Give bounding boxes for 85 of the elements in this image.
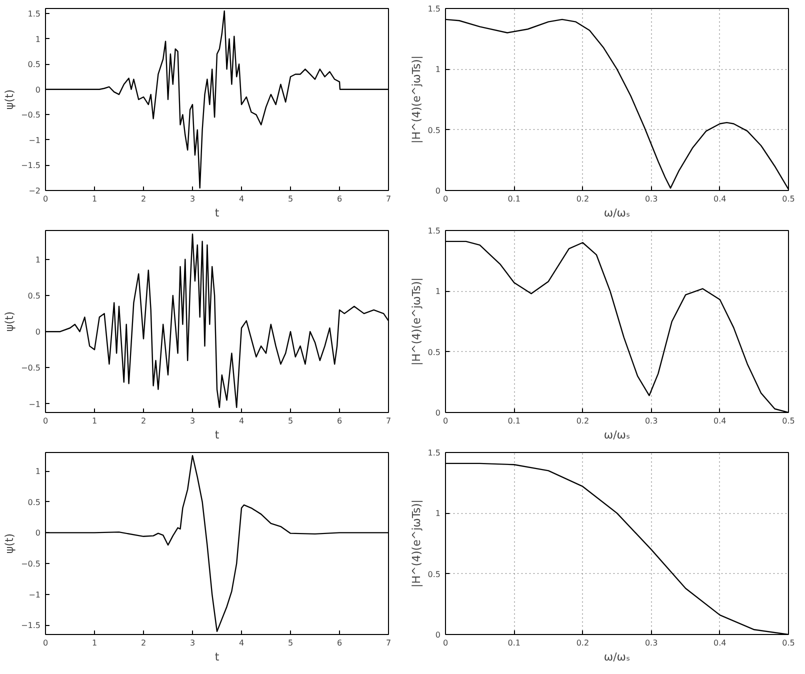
y-tick-label: 0 bbox=[35, 85, 41, 94]
y-tick-label: 1 bbox=[35, 467, 41, 476]
x-axis-title: t bbox=[214, 428, 220, 442]
x-tick-label: 0.5 bbox=[782, 194, 795, 204]
x-tick-label: 5 bbox=[288, 194, 294, 204]
y-tick-label: −1 bbox=[28, 590, 41, 600]
x-tick-label: 0.1 bbox=[508, 416, 520, 426]
x-tick-label: 0.3 bbox=[644, 416, 658, 426]
x-tick-label: 5 bbox=[288, 638, 294, 648]
x-tick-label: 4 bbox=[238, 638, 244, 648]
y-tick-label: 1 bbox=[35, 34, 41, 44]
x-axis-title: t bbox=[214, 650, 220, 664]
y-tick-label: −1 bbox=[28, 400, 41, 409]
y-tick-label: −1.5 bbox=[21, 621, 41, 630]
y-tick-label: −2 bbox=[28, 186, 41, 196]
x-tick-label: 0 bbox=[42, 638, 48, 648]
x-tick-label: 0 bbox=[42, 416, 48, 426]
y-tick-label: 0.5 bbox=[28, 60, 41, 70]
y-tick-label: 1.5 bbox=[28, 10, 41, 19]
x-tick-label: 6 bbox=[336, 638, 342, 648]
x-tick-label: 1 bbox=[92, 416, 98, 426]
y-tick-label: 1.5 bbox=[428, 4, 441, 14]
y-axis-title: |H^(4)(e^jωTs)| bbox=[410, 278, 423, 366]
x-tick-label: 2 bbox=[140, 638, 146, 648]
x-tick-label: 0 bbox=[42, 194, 48, 204]
y-tick-label: 0 bbox=[435, 630, 441, 640]
y-tick-label: 0.5 bbox=[28, 498, 41, 507]
y-tick-label: 0.5 bbox=[428, 126, 441, 135]
x-axis-title: ω/ωₛ bbox=[604, 206, 630, 220]
x-tick-label: 0.2 bbox=[576, 416, 590, 426]
x-tick-label: 2 bbox=[140, 416, 146, 426]
y-tick-label: 1 bbox=[435, 509, 441, 518]
x-axis-title: ω/ωₛ bbox=[604, 650, 630, 664]
y-tick-label: 1.5 bbox=[428, 448, 441, 458]
y-tick-label: −1 bbox=[28, 136, 41, 145]
x-tick-label: 1 bbox=[92, 638, 98, 648]
y-tick-label: 1 bbox=[35, 255, 41, 264]
x-tick-label: 7 bbox=[386, 416, 392, 426]
x-tick-label: 0.4 bbox=[714, 638, 726, 648]
x-tick-label: 7 bbox=[386, 194, 392, 204]
y-tick-label: 1 bbox=[435, 287, 441, 296]
x-tick-label: 0.4 bbox=[714, 416, 726, 426]
y-tick-label: 0.5 bbox=[28, 292, 41, 300]
y-tick-label: −0.5 bbox=[21, 110, 41, 120]
y-tick-label: −0.5 bbox=[21, 364, 41, 373]
x-tick-label: 0.5 bbox=[782, 638, 795, 648]
y-tick-label: 0 bbox=[435, 186, 441, 196]
x-tick-label: 4 bbox=[238, 194, 244, 204]
y-tick-label: 1 bbox=[435, 65, 441, 74]
x-tick-label: 0.3 bbox=[644, 638, 658, 648]
x-axis-title: ω/ωₛ bbox=[604, 428, 630, 442]
y-tick-label: −0.5 bbox=[21, 560, 41, 569]
y-tick-label: 0 bbox=[435, 408, 441, 418]
y-axis-title: ψ(t) bbox=[3, 311, 16, 332]
x-tick-label: 0.5 bbox=[782, 416, 795, 426]
x-tick-label: 2 bbox=[140, 194, 146, 204]
x-tick-label: 6 bbox=[336, 416, 342, 426]
x-tick-label: 0 bbox=[442, 416, 448, 426]
y-axis-title: |H^(4)(e^jωTs)| bbox=[410, 500, 423, 588]
x-tick-label: 0.3 bbox=[644, 194, 658, 204]
y-tick-label: 0.5 bbox=[428, 348, 441, 357]
x-tick-label: 0.2 bbox=[576, 638, 590, 648]
y-tick-label: 0 bbox=[35, 328, 41, 337]
y-tick-label: 1.5 bbox=[428, 226, 441, 236]
x-tick-label: 0.1 bbox=[508, 638, 520, 648]
y-axis-title: |H^(4)(e^jωTs)| bbox=[410, 56, 423, 144]
y-tick-label: 0.5 bbox=[428, 570, 441, 579]
y-tick-label: −1.5 bbox=[21, 161, 41, 170]
x-tick-label: 3 bbox=[190, 194, 196, 204]
y-axis-title: ψ(t) bbox=[3, 533, 16, 554]
y-axis-title: ψ(t) bbox=[3, 89, 16, 110]
x-axis-title: t bbox=[214, 206, 220, 220]
x-tick-label: 0.4 bbox=[714, 194, 726, 204]
x-tick-label: 4 bbox=[238, 416, 244, 426]
x-tick-label: 0 bbox=[442, 194, 448, 204]
x-tick-label: 3 bbox=[190, 638, 196, 648]
x-tick-label: 7 bbox=[386, 638, 392, 648]
x-tick-label: 0 bbox=[442, 638, 448, 648]
x-tick-label: 1 bbox=[92, 194, 98, 204]
x-tick-label: 6 bbox=[336, 194, 342, 204]
x-tick-label: 0.1 bbox=[508, 194, 520, 204]
x-tick-label: 5 bbox=[288, 416, 294, 426]
x-tick-label: 0.2 bbox=[576, 194, 590, 204]
x-tick-label: 3 bbox=[190, 416, 196, 426]
y-tick-label: 0 bbox=[35, 528, 41, 538]
